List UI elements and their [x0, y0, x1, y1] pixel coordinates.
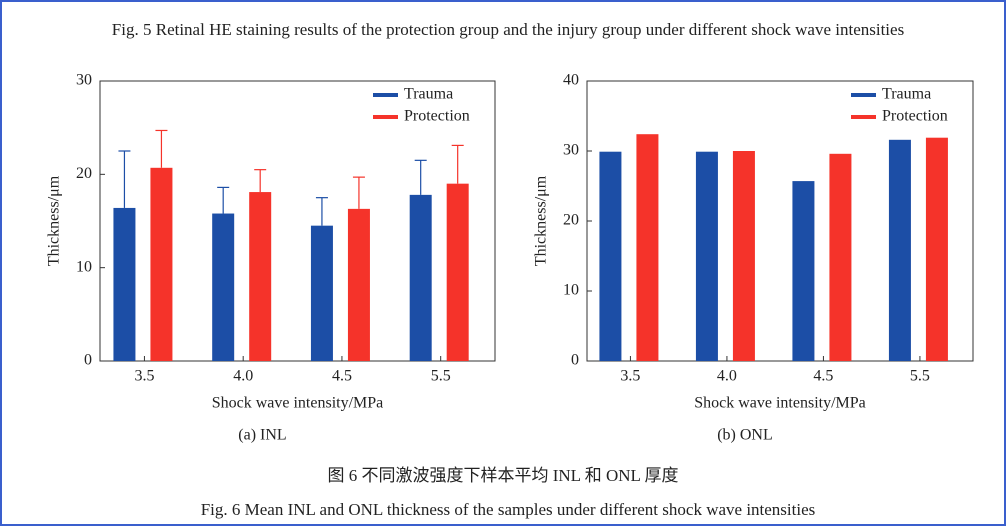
bar — [113, 207, 136, 361]
x-tick-label: 4.5 — [813, 368, 833, 385]
x-tick-label: 5.5 — [431, 368, 451, 385]
x-tick-label: 3.5 — [620, 368, 640, 385]
y-tick-label: 0 — [571, 352, 579, 369]
caption-en: Fig. 6 Mean INL and ONL thickness of the… — [201, 500, 816, 519]
bar — [150, 167, 173, 361]
y-axis-label: Thickness/μm — [46, 175, 63, 266]
y-tick-label: 0 — [84, 352, 92, 369]
legend-label: Protection — [882, 108, 948, 125]
subtitle: (b) ONL — [717, 427, 773, 444]
legend-label: Protection — [404, 108, 470, 125]
x-tick-label: 4.5 — [332, 368, 352, 385]
bar — [310, 225, 333, 361]
subtitle: (a) INL — [238, 427, 286, 444]
plot-frame — [99, 80, 496, 362]
x-tick-label: 4.0 — [233, 368, 253, 385]
bar — [636, 134, 659, 361]
x-axis-label: Shock wave intensity/MPa — [212, 395, 384, 412]
caption-top: Fig. 5 Retinal HE staining results of th… — [112, 20, 904, 39]
bar — [249, 192, 272, 361]
bar — [695, 151, 718, 361]
bar — [925, 137, 948, 361]
bar — [888, 139, 911, 361]
y-tick-label: 20 — [563, 212, 579, 229]
y-tick-label: 30 — [563, 142, 579, 159]
caption-cn: 图 6 不同激波强度下样本平均 INL 和 ONL 厚度 — [328, 466, 679, 485]
y-tick-label: 40 — [563, 72, 579, 89]
x-tick-label: 5.5 — [910, 368, 930, 385]
bar — [792, 181, 815, 361]
bar — [829, 153, 852, 361]
bar — [732, 151, 755, 361]
bar — [446, 183, 469, 361]
y-tick-label: 20 — [76, 165, 92, 182]
x-tick-label: 3.5 — [134, 368, 154, 385]
bar — [599, 151, 622, 361]
y-tick-label: 10 — [76, 258, 92, 275]
bar — [347, 208, 370, 361]
bar — [212, 213, 235, 361]
y-tick-label: 30 — [76, 72, 92, 89]
bar — [409, 194, 432, 361]
x-tick-label: 4.0 — [717, 368, 737, 385]
y-axis-label: Thickness/μm — [533, 175, 550, 266]
legend-label: Trauma — [882, 86, 931, 103]
y-tick-label: 10 — [563, 282, 579, 299]
legend-label: Trauma — [404, 86, 453, 103]
x-axis-label: Shock wave intensity/MPa — [694, 395, 866, 412]
